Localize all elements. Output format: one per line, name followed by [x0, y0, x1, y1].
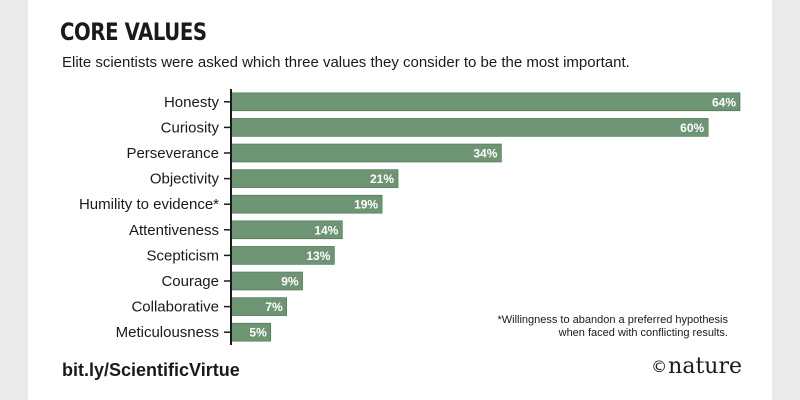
value-label-7: 9% — [281, 275, 299, 289]
value-label-1: 60% — [680, 121, 704, 135]
value-label-2: 34% — [473, 147, 497, 161]
category-label-1: Curiosity — [161, 119, 220, 136]
value-label-8: 7% — [265, 300, 283, 314]
value-label-0: 64% — [712, 95, 736, 109]
value-label-9: 5% — [249, 326, 267, 340]
footnote-line-2: when faced with conflicting results. — [558, 327, 728, 339]
copyright-icon: © — [651, 357, 668, 376]
figure-panel — [28, 0, 772, 400]
category-label-9: Meticulousness — [116, 324, 219, 341]
value-label-4: 19% — [354, 198, 378, 212]
value-label-5: 14% — [314, 223, 338, 237]
category-label-4: Humility to evidence* — [79, 196, 219, 213]
bar-1 — [230, 118, 709, 137]
category-label-5: Attentiveness — [129, 222, 219, 239]
category-label-6: Scepticism — [146, 247, 219, 264]
category-label-3: Objectivity — [150, 171, 220, 188]
value-label-3: 21% — [370, 172, 394, 186]
source-link[interactable]: bit.ly/ScientificVirtue — [62, 360, 240, 380]
category-label-2: Perseverance — [126, 145, 219, 162]
bar-2 — [230, 143, 502, 163]
footnote: *Willingness to abandon a preferred hypo… — [497, 314, 728, 340]
publisher-name: nature — [668, 354, 742, 379]
bars-group: Honesty 64% Curiosity 60% Perseverance 34% Obj… — [79, 92, 741, 342]
chart-subtitle: Elite scientists were asked which three … — [62, 54, 630, 71]
publisher-logo: © nature — [651, 354, 742, 379]
category-label-0: Honesty — [164, 94, 220, 111]
footnote-line-1: *Willingness to abandon a preferred hypo… — [497, 314, 728, 326]
category-label-8: Collaborative — [131, 299, 219, 316]
category-label-7: Courage — [161, 273, 219, 290]
value-label-6: 13% — [306, 249, 330, 263]
chart-title: CORE VALUES — [60, 18, 207, 46]
bar-0 — [230, 92, 741, 112]
